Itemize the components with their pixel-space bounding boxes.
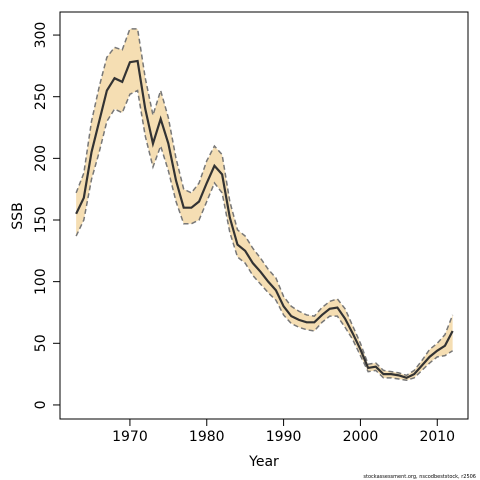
lower-bound [75,89,454,382]
y-tick-label: 150 [33,207,49,234]
y-tick-label: 0 [33,400,49,409]
y-tick-label: 300 [33,22,49,49]
y-axis-label: SSB [10,202,26,229]
x-tick-label: 2000 [343,429,379,445]
plot-frame [59,11,469,420]
y-tick-label: 100 [33,268,49,295]
y-tick-label: 50 [33,334,49,352]
x-tick-label: 2010 [419,429,455,445]
x-tick-label: 1990 [266,429,302,445]
y-tick-label: 200 [33,145,49,172]
y-tick-label: 250 [33,83,49,110]
x-tick-label: 1980 [189,429,225,445]
x-axis-label: Year [248,454,279,470]
footnote: stockassessment.org, nscodbeststock, r25… [363,474,476,480]
x-tick-label: 1970 [112,429,148,445]
upper-bound [75,28,454,377]
ssb-line [75,59,454,380]
confidence-band [76,28,453,381]
